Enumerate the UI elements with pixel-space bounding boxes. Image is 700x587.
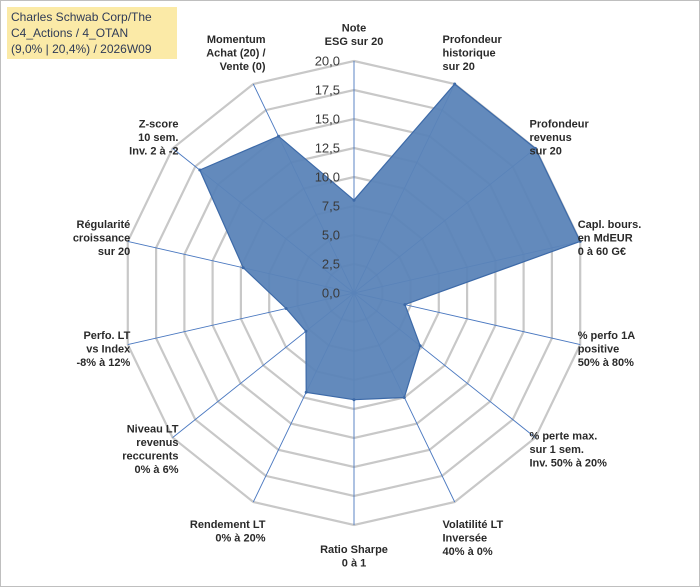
data-point — [453, 82, 457, 86]
axis-label: Niveau LT revenus reccurents 0% à 6% — [122, 424, 179, 477]
data-point — [402, 396, 406, 399]
axis-label: Perfo. LT vs Index -8% à 12% — [76, 330, 131, 369]
axis-label: Capl. bours. en MdEUR 0 à 60 G€ — [578, 219, 642, 258]
data-point — [352, 398, 356, 402]
tick-label: 0,0 — [322, 286, 340, 301]
data-point — [304, 329, 308, 333]
axis-label: % perfo 1A positive 50% à 80% — [578, 330, 636, 369]
axis-label: Note ESG sur 20 — [325, 23, 384, 49]
axis-label: Profondeur historique sur 20 — [443, 34, 503, 73]
data-point — [418, 344, 422, 348]
data-point — [533, 146, 537, 150]
axis-label: % perte max. sur 1 sem. Inv. 50% à 20% — [530, 430, 608, 469]
axis-label: Ratio Sharpe 0 à 1 — [320, 544, 388, 570]
axis-label: Rendement LT 0% à 20% — [190, 519, 266, 545]
title-line-3: (9,0% | 20,4%) / 2026W09 — [11, 42, 152, 56]
data-point — [304, 390, 308, 394]
data-point — [578, 239, 582, 243]
axis-label: Volatilité LT Inversée 40% à 0% — [443, 519, 504, 558]
tick-label: 17,5 — [315, 83, 340, 98]
data-point — [352, 198, 356, 202]
title-line-2: C4_Actions / 4_OTAN — [11, 26, 129, 40]
data-point — [284, 307, 288, 310]
data-point — [198, 168, 202, 172]
tick-layer: 0,0 2,5 5,0 7,5 10,0 12,5 15,0 17,5 20,0 — [315, 54, 340, 301]
axis-label: Momentum Achat (20) / Vente (0) — [206, 34, 266, 73]
axis-label-layer: Note ESG sur 20 Profondeur historique sur 20… — [73, 23, 641, 570]
tick-label: 15,0 — [315, 112, 340, 127]
tick-label: 5,0 — [322, 228, 340, 243]
data-point — [403, 303, 407, 307]
tick-label: 12,5 — [315, 141, 340, 156]
tick-label: 7,5 — [322, 199, 340, 214]
axis-label: Régularité croissance sur 20 — [73, 219, 130, 258]
axis-label: Z-score 10 sem. Inv. 2 à -2 — [129, 119, 178, 158]
title-line-1: Charles Schwab Corp/The — [11, 10, 152, 24]
data-point — [277, 134, 280, 138]
chart-title-box: Charles Schwab Corp/The C4_Actions / 4_O… — [7, 7, 177, 59]
series-layer — [198, 82, 582, 402]
tick-label: 10,0 — [315, 170, 340, 185]
tick-label: 2,5 — [322, 257, 340, 272]
axis-label: Profondeur revenus sur 20 — [530, 119, 590, 158]
data-point — [241, 266, 245, 270]
tick-label: 20,0 — [315, 54, 340, 69]
